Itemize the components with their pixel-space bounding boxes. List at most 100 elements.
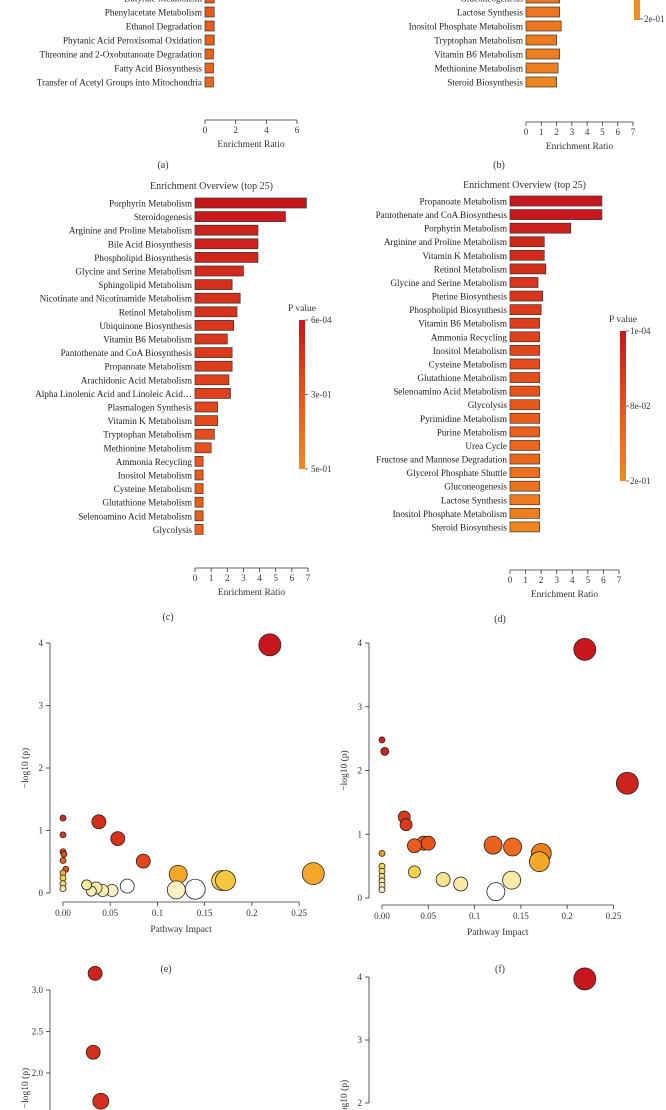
category-label: Arginine and Proline Metabolism [69,226,192,236]
tick-label: 7 [617,575,622,585]
x-axis-label: Enrichment Ratio [218,588,286,598]
bar [525,76,557,88]
tick-label: 4 [570,575,575,585]
bar [194,252,259,263]
bar [509,317,540,329]
bar [194,265,244,277]
data-point [378,736,386,744]
data-point [420,835,436,851]
category-label: Lactose Synthesis [441,495,508,505]
data-point [59,885,67,893]
category-label: Inositol Metabolism [433,346,507,356]
bar [204,6,215,18]
category-label: Sphingolipid Metabolism [98,280,192,290]
legend-tick-label: 2e-01 [630,476,651,486]
category-label: Glycolysis [468,400,508,410]
data-point [166,880,186,900]
category-label: Pterine Biosynthesis [432,292,508,302]
category-label: Propanoate Metabolism [419,197,507,207]
tick-label: 4 [39,638,44,648]
bar [194,496,204,508]
x-axis: 0 1 2 3 4 5 6 7 Enrichment Ratio [524,121,636,152]
category-label: Retinol Metabolism [119,307,192,317]
data-point [453,876,469,892]
bar [509,277,539,288]
category-label: Porphyrin Metabolism [424,224,507,234]
bar [509,440,540,451]
tick-label: 3 [241,573,246,583]
x-axis: 0.00 0.05 0.1 0.15 0.2 0.25 Pathway Impact [374,904,622,938]
tick-label: 3 [570,127,575,137]
category-label: Phospholipid Biosynthesis [409,305,507,315]
category-label: Cysteine Metabolism [114,484,192,494]
bar [509,521,540,533]
category-label: Pantothenate and CoA Biosynthesis [61,348,193,358]
bar [194,415,218,426]
tick-label: 1 [539,127,544,137]
tick-label: 4 [257,573,262,583]
tick-label: 5 [586,575,591,585]
data-point [380,746,390,756]
tick-label: 1 [39,826,44,836]
category-label: Inositol Phosphate Metabolism [409,22,523,32]
panel-label: (b) [493,160,505,171]
y-axis: 0 1 2 3 4 −log10 (p) [20,638,51,898]
tick-label: 4 [358,638,363,648]
data-point [92,1092,110,1110]
category-label: Glycine and Serine Metabolism [75,267,192,277]
data-point [91,814,107,830]
tick-label: 0.15 [513,911,529,921]
category-label: Methionine Metabolism [103,443,192,453]
bar [509,507,540,519]
category-label: Threonine and 2-Oxobutanoate Degradation [39,50,202,60]
category-label: Steroid Biosynthesis [431,522,507,532]
bar [509,399,540,411]
data-point [573,967,597,991]
panel-label: (d) [494,614,506,625]
x-axis-label: Pathway Impact [150,925,212,935]
tick-label: 3 [358,1035,363,1045]
category-label: Phytanic Acid Peroxisomal Oxidation [63,36,202,46]
tick-label: 0.25 [606,911,622,921]
chart-title: Enrichment Overview (top 25) [463,180,586,191]
category-label: Inositol Phosphate Metabolism [393,509,507,519]
bar [509,290,544,302]
bar [509,331,540,343]
bar [525,20,562,32]
bar [204,20,215,32]
tick-label: 3.0 [32,985,44,995]
tick-label: 2 [554,127,559,137]
data-point [184,878,206,900]
tick-label: 0.00 [374,911,390,921]
bar [194,238,259,250]
category-label: Arginine and Proline Metabolism [384,237,507,247]
category-label: Tryptophan Metabolism [434,36,523,46]
category-label: Selenoamino Acid Metabolism [78,511,192,521]
tick-label: 3 [39,701,44,711]
data-point [407,838,422,854]
bar [194,442,212,454]
tick-label: 0.2 [562,911,573,921]
tick-label: 4 [585,127,590,137]
bar [204,0,215,4]
panel-label: (f) [495,964,505,975]
category-label: Gluconeogenesis [460,0,523,4]
category-label: Inositol Metabolism [118,471,192,481]
category-label: Tryptophan Metabolism [103,430,192,440]
category-label: Steroid Biosynthesis [447,78,523,88]
category-label: Lactose Synthesis [457,8,524,18]
tick-label: 2 [539,575,544,585]
bar [194,306,238,318]
x-axis: 0 2 4 6 Enrichment Ratio [203,119,300,150]
scatter-chart-e: 0 1 2 3 4 −log10 (p) 0.00 0.05 0.1 0.15 0.2 0.25 Pat… [20,633,325,935]
legend-colorbar [620,331,626,481]
bar [509,236,545,248]
tick-label: 0.15 [197,908,213,918]
bar [194,360,233,372]
category-label: Phospholipid Biosynthesis [94,253,192,263]
bar [525,0,560,4]
scatter-chart-h: 2 3 4 −log10 (p) [339,967,597,1110]
category-label: Propanoate Metabolism [104,362,192,372]
bar [509,263,547,275]
